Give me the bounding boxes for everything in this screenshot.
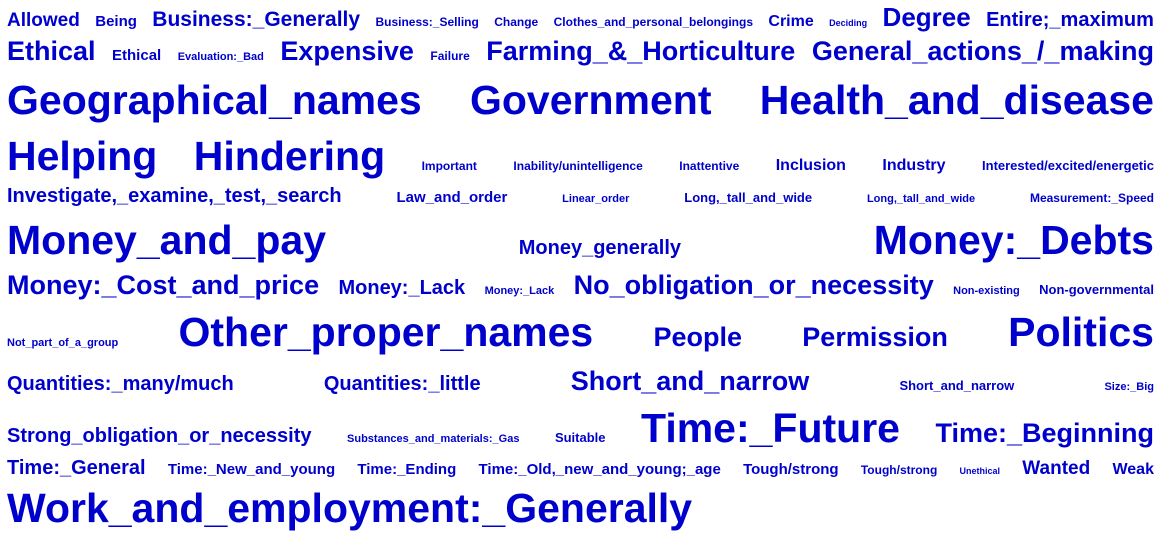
cloud-word: Government xyxy=(469,77,712,123)
cloud-word: Time:_Ending xyxy=(357,461,457,478)
cloud-word: Degree xyxy=(882,2,971,32)
cloud-word: General_actions_/_making xyxy=(811,36,1154,66)
cloud-word: Strong_obligation_or_necessity xyxy=(7,425,312,447)
cloud-word: Deciding xyxy=(829,18,868,28)
word-row: Strong_obligation_or_necessity Substances… xyxy=(7,408,1154,449)
cloud-word: Time:_Future xyxy=(641,405,900,451)
cloud-word: People xyxy=(653,322,743,352)
word-row: Money:_Cost_and_price Money:_Lack Money:_L… xyxy=(7,272,1154,299)
cloud-word: Non-existing xyxy=(953,285,1020,297)
word-row: Work_and_employment:_Generally xyxy=(7,488,1154,529)
word-row: Time:_General Time:_New_and_young Time:_En… xyxy=(7,458,1154,478)
cloud-word: Farming_&_Horticulture xyxy=(486,36,796,66)
cloud-word: Long,_tall_and_wide xyxy=(684,190,813,205)
cloud-word: Long,_tall_and_wide xyxy=(866,193,976,205)
cloud-word: Money_and_pay xyxy=(7,217,326,263)
cloud-word: Money:_Cost_and_price xyxy=(7,270,320,300)
cloud-word: No_obligation_or_necessity xyxy=(573,270,934,300)
cloud-word: Wanted xyxy=(1022,458,1091,479)
word-row: Allowed Being Business:_Generally Business:… xyxy=(7,4,1154,30)
cloud-word: Law_and_order xyxy=(396,189,508,206)
cloud-word: Permission xyxy=(802,322,948,352)
cloud-word: Change xyxy=(494,15,539,29)
cloud-word: Crime xyxy=(768,13,814,30)
cloud-word: Clothes_and_personal_belongings xyxy=(553,15,753,29)
cloud-word: Time:_Beginning xyxy=(935,418,1154,448)
word-row: Geographical_names Government Health_and_d… xyxy=(7,80,1154,121)
cloud-word: Hindering xyxy=(193,133,386,179)
cloud-word: Linear_order xyxy=(562,193,630,205)
cloud-word: Interested/excited/energetic xyxy=(982,158,1154,173)
word-cloud: Allowed Being Business:_Generally Business:… xyxy=(7,0,1154,539)
cloud-word: Geographical_names xyxy=(7,77,422,123)
word-row: Not_part_of_a_group Other_proper_names Peo… xyxy=(7,312,1154,353)
cloud-word: Quantities:_many/much xyxy=(7,373,234,395)
cloud-word: Short_and_narrow xyxy=(570,366,810,396)
cloud-word: Ethical xyxy=(112,47,162,64)
cloud-word: Time:_New_and_young xyxy=(167,461,336,478)
cloud-word: Short_and_narrow xyxy=(899,378,1015,393)
cloud-word: Evaluation:_Bad xyxy=(177,51,264,63)
cloud-word: Helping xyxy=(7,133,158,179)
cloud-word: Money:_Lack xyxy=(338,277,466,299)
cloud-word: Ethical xyxy=(7,36,96,66)
cloud-word: Investigate,_examine,_test,_search xyxy=(7,185,342,207)
cloud-word: Business:_Generally xyxy=(152,8,361,31)
cloud-word: Substances_and_materials:_Gas xyxy=(347,433,520,445)
word-row: Money_and_pay Money_generally Money:_Debts xyxy=(7,220,1154,261)
cloud-word: Politics xyxy=(1008,309,1154,355)
cloud-word: Weak xyxy=(1112,461,1154,478)
word-row: Ethical Ethical Evaluation:_Bad Expensive Fa… xyxy=(7,38,1154,65)
word-row: Investigate,_examine,_test,_search Law_an… xyxy=(7,186,1154,206)
cloud-word: Health_and_disease xyxy=(759,77,1154,123)
cloud-word: Tough/strong xyxy=(860,463,938,477)
cloud-word: Non-governmental xyxy=(1039,282,1154,297)
cloud-word: Money:_Debts xyxy=(873,217,1154,263)
cloud-word: Quantities:_little xyxy=(323,373,481,395)
cloud-word: Unethical xyxy=(959,466,1001,476)
cloud-word: Size:_Big xyxy=(1104,381,1154,393)
cloud-word: Expensive xyxy=(280,36,414,66)
cloud-word: Not_part_of_a_group xyxy=(7,337,119,349)
cloud-word: Inability/unintelligence xyxy=(513,159,643,173)
cloud-word: Failure xyxy=(430,49,470,63)
word-row: Quantities:_many/much Quantities:_little S… xyxy=(7,368,1154,395)
cloud-word: Money_generally xyxy=(518,237,682,259)
cloud-word: Other_proper_names xyxy=(178,309,594,355)
cloud-word: Time:_General xyxy=(7,457,146,479)
cloud-word: Important xyxy=(421,159,477,173)
cloud-word: Suitable xyxy=(554,430,606,445)
cloud-word: Entire;_maximum xyxy=(986,9,1154,31)
cloud-word: Allowed xyxy=(7,10,80,31)
cloud-word: Inclusion xyxy=(775,157,846,174)
cloud-word: Work_and_employment:_Generally xyxy=(7,485,693,531)
cloud-word: Industry xyxy=(882,157,946,174)
cloud-word: Time:_Old,_new_and_young;_age xyxy=(478,461,721,478)
cloud-word: Inattentive xyxy=(679,159,740,173)
cloud-word: Being xyxy=(95,13,137,30)
word-row: Helping Hindering Important Inability/unint… xyxy=(7,136,1154,177)
cloud-word: Tough/strong xyxy=(743,461,839,478)
cloud-word: Business:_Selling xyxy=(375,15,479,29)
cloud-word: Measurement:_Speed xyxy=(1029,191,1154,205)
cloud-word: Money:_Lack xyxy=(484,285,555,297)
